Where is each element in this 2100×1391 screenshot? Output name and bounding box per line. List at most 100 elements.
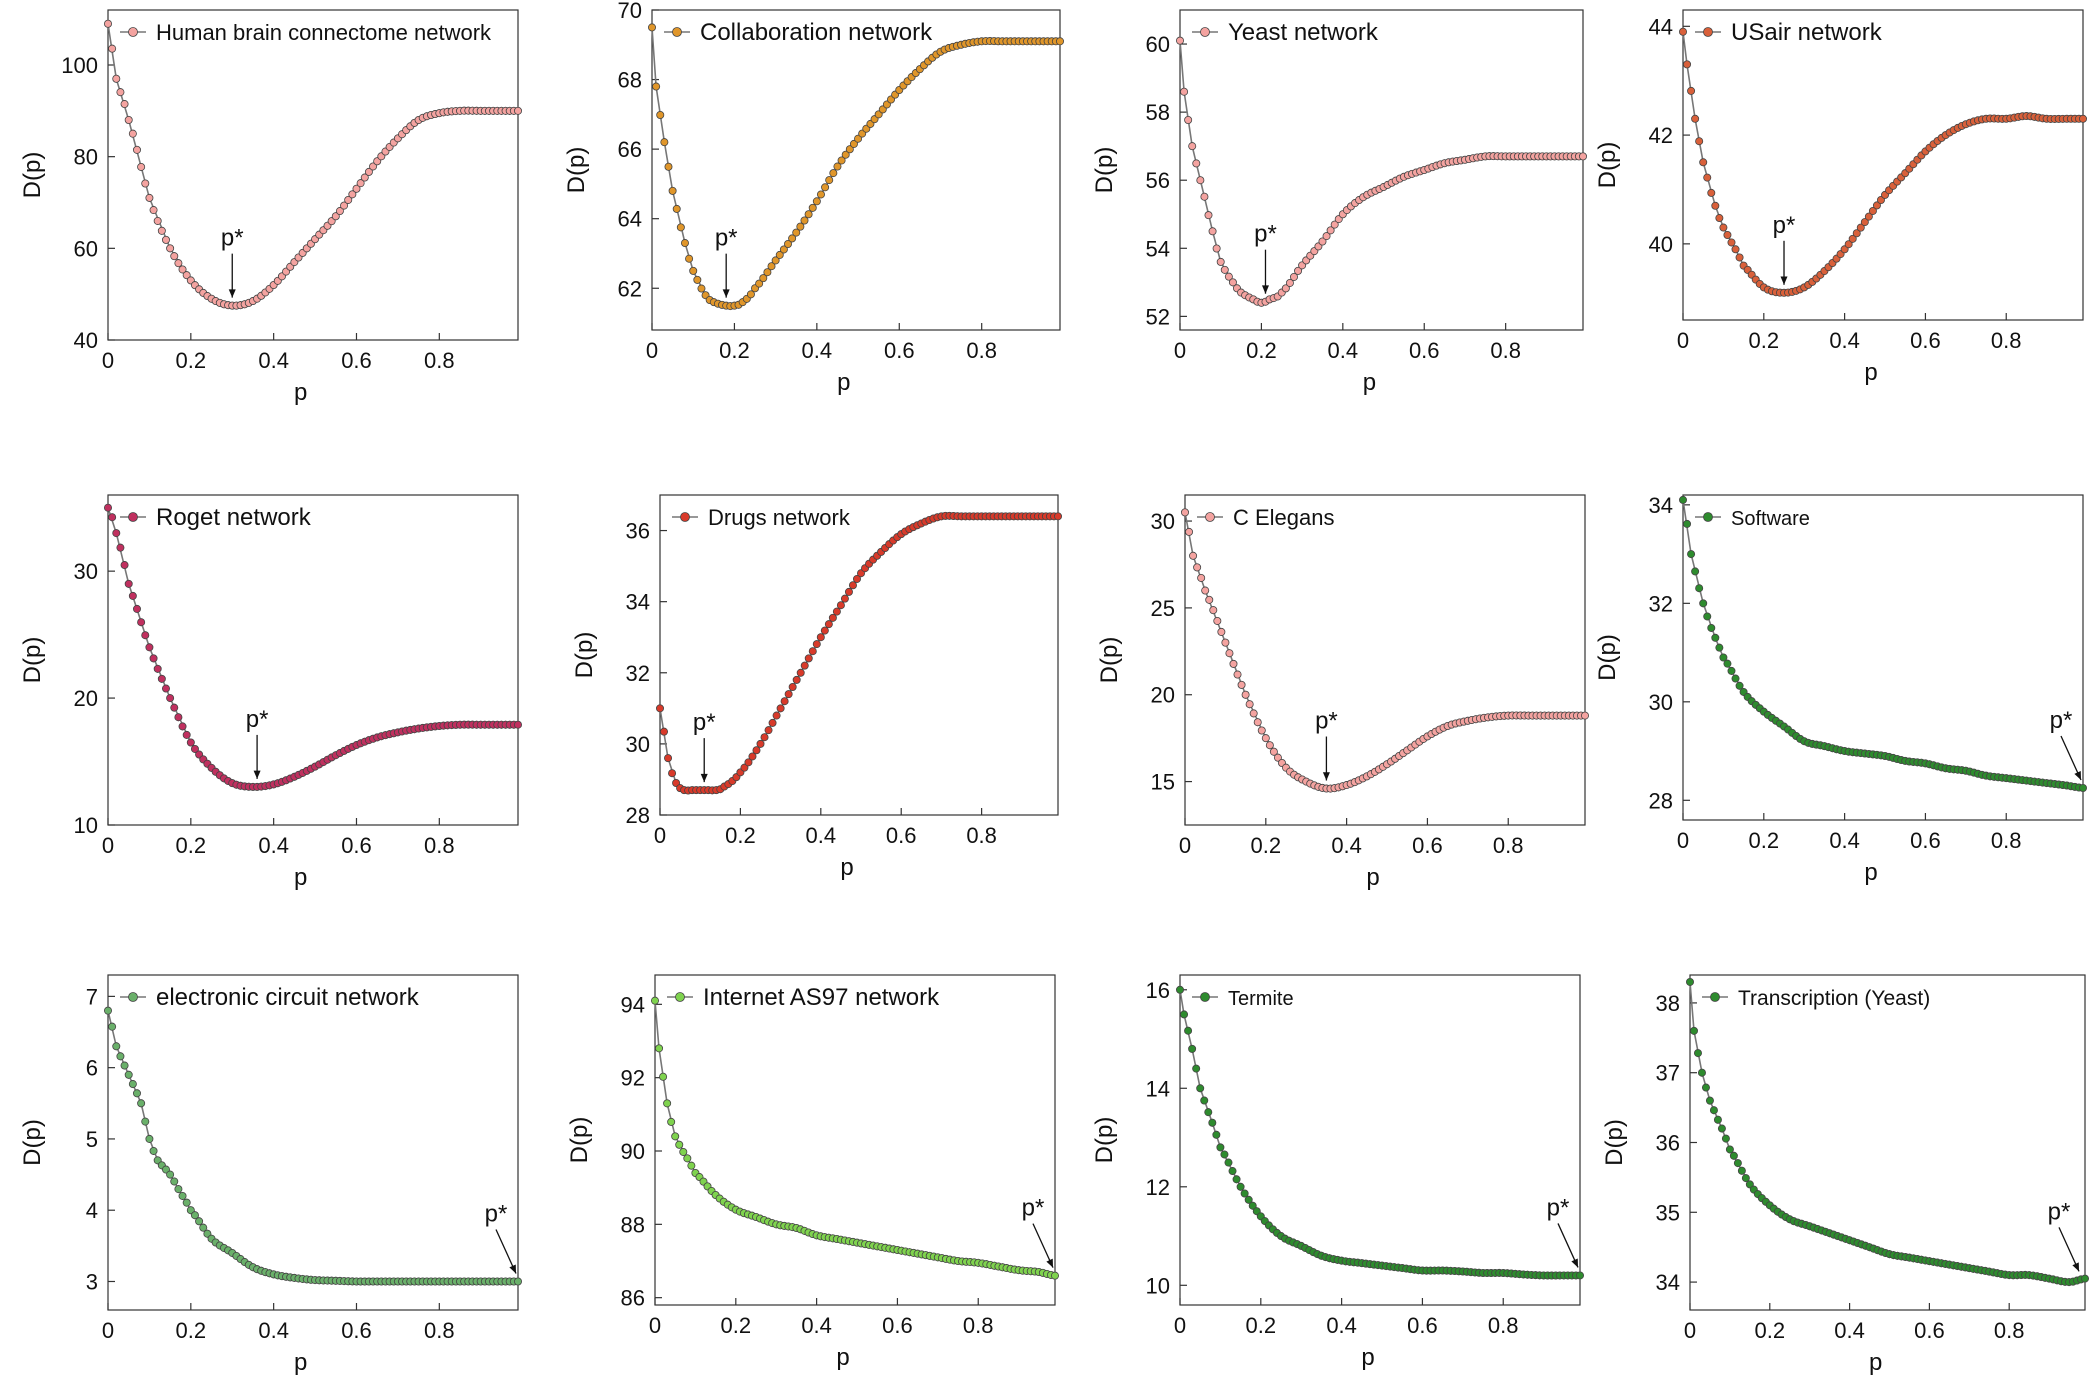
- data-point: [1188, 142, 1197, 151]
- data-point: [1735, 681, 1744, 690]
- data-point: [1189, 551, 1198, 560]
- y-axis-label: D(p): [563, 147, 590, 194]
- p-star-arrowhead: [700, 773, 708, 783]
- x-axis-label: p: [1864, 359, 1877, 386]
- data-point: [1236, 1182, 1245, 1191]
- x-tick-label: 0.8: [1488, 1313, 1519, 1338]
- data-point: [775, 250, 784, 259]
- y-axis-label: D(p): [1091, 147, 1118, 194]
- data-point: [1727, 666, 1736, 675]
- legend-label: Yeast network: [1228, 19, 1379, 46]
- x-tick-label: 0: [1174, 1313, 1186, 1338]
- data-point: [1176, 985, 1185, 994]
- x-tick-label: 0.8: [424, 348, 455, 373]
- chart-panel-6: 0 0.2 0.4 0.6 0.8 28 30 32 34 36 p D(p) Drugs networ…: [571, 494, 1063, 881]
- data-point: [166, 1170, 175, 1179]
- p-star-label: p*: [485, 1200, 508, 1227]
- data-point: [1713, 1115, 1722, 1124]
- data-point: [841, 150, 850, 159]
- data-point: [1844, 240, 1853, 249]
- data-point: [779, 245, 788, 254]
- data-point: [1228, 278, 1237, 287]
- p-star-arrowhead: [1261, 285, 1269, 294]
- data-point: [840, 594, 849, 603]
- x-tick-label: 0: [1677, 328, 1689, 353]
- data-point: [1697, 1068, 1706, 1077]
- data-point: [149, 1146, 158, 1155]
- data-point: [108, 513, 117, 522]
- p-star-arrowhead: [1046, 1258, 1053, 1268]
- legend-label: Software: [1731, 508, 1810, 530]
- data-point: [174, 259, 183, 268]
- legend-marker: [128, 992, 138, 1002]
- data-point: [763, 268, 772, 277]
- y-tick-label: 52: [1146, 304, 1170, 329]
- legend-marker: [1710, 992, 1720, 1002]
- y-tick-label: 40: [74, 328, 98, 353]
- data-point: [1719, 223, 1728, 232]
- legend-marker: [1205, 512, 1215, 522]
- legend-marker: [1200, 27, 1210, 37]
- x-tick-label: 0.4: [802, 338, 833, 363]
- chart-panel-3: 0 0.2 0.4 0.6 0.8 52 54 56 58 60 p D(p) Yeast networ…: [1091, 9, 1588, 396]
- x-tick-label: 0.2: [1755, 1318, 1786, 1343]
- y-tick-label: 35: [1656, 1200, 1680, 1225]
- data-point: [1294, 266, 1303, 275]
- data-point: [145, 643, 154, 652]
- x-axis-label: p: [840, 854, 853, 881]
- plot-frame: [1689, 974, 2086, 1311]
- y-tick-label: 86: [621, 1286, 645, 1311]
- data-point: [1856, 223, 1865, 232]
- data-point: [1233, 670, 1242, 679]
- legend-marker: [128, 512, 138, 522]
- data-point: [1192, 159, 1201, 168]
- x-axis-label: p: [1361, 1344, 1374, 1371]
- data-point: [1289, 272, 1298, 281]
- data-point: [153, 216, 162, 225]
- x-tick-label: 0: [1174, 338, 1186, 363]
- data-point: [1318, 237, 1327, 246]
- data-point: [132, 1089, 141, 1098]
- data-point: [1691, 114, 1700, 123]
- p-star-arrowhead: [228, 289, 236, 298]
- data-point: [1229, 659, 1238, 668]
- data-point: [104, 19, 113, 28]
- data-point: [1715, 214, 1724, 223]
- data-point: [514, 720, 523, 729]
- data-point: [825, 176, 834, 185]
- x-tick-label: 0.2: [725, 823, 756, 848]
- data-point: [755, 279, 764, 288]
- data-point: [824, 620, 833, 629]
- y-tick-label: 12: [1146, 1175, 1170, 1200]
- data-point: [740, 763, 749, 772]
- x-tick-label: 0.4: [1331, 833, 1362, 858]
- p-star-arrowhead: [722, 289, 730, 298]
- data-point: [2078, 783, 2087, 792]
- data-point: [683, 1154, 692, 1163]
- data-point: [655, 1044, 664, 1053]
- p-star-arrowhead: [2072, 1262, 2080, 1272]
- data-point: [1056, 37, 1065, 46]
- data-point: [1701, 1083, 1710, 1092]
- data-point: [1184, 116, 1193, 125]
- data-point: [804, 654, 813, 663]
- data-point: [182, 1198, 191, 1207]
- y-tick-label: 30: [74, 559, 98, 584]
- y-tick-label: 20: [74, 686, 98, 711]
- data-point: [1741, 1174, 1750, 1183]
- legend-marker: [680, 512, 690, 522]
- data-point: [1185, 527, 1194, 536]
- legend-marker: [675, 992, 685, 1002]
- p-star-label: p*: [1254, 221, 1277, 248]
- data-point: [832, 607, 841, 616]
- data-point: [671, 1132, 680, 1141]
- data-point: [759, 274, 768, 283]
- x-tick-label: 0.2: [1749, 328, 1780, 353]
- x-tick-label: 0: [654, 823, 666, 848]
- data-point: [104, 503, 113, 512]
- data-point: [120, 561, 129, 570]
- data-point: [1695, 584, 1704, 593]
- data-point: [772, 711, 781, 720]
- chart-panel-5: 0 0.2 0.4 0.6 0.8 10 20 30 p D(p) Roget network p*: [19, 494, 523, 891]
- data-point: [1224, 1158, 1233, 1167]
